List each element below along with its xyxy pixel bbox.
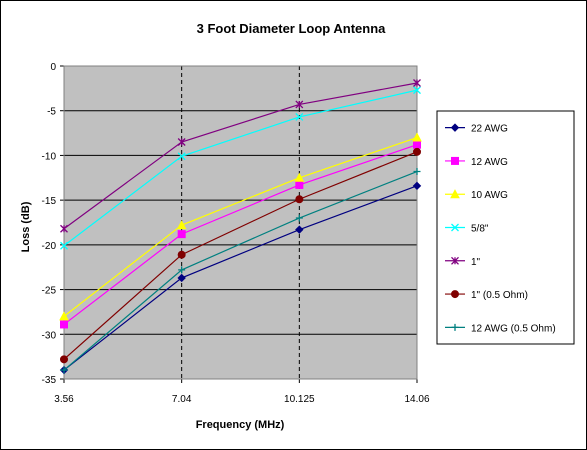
y-tick-label: -5 bbox=[47, 107, 56, 118]
legend-item: 1" bbox=[445, 257, 481, 268]
y-tick-label: -35 bbox=[42, 375, 57, 386]
data-point bbox=[295, 225, 304, 234]
series-line bbox=[63, 170, 418, 371]
legend-item: 1" (0.5 Ohm) bbox=[445, 290, 528, 301]
x-tick-label: 14.06 bbox=[404, 394, 429, 405]
data-point bbox=[60, 366, 68, 374]
legend-item: 12 AWG (0.5 Ohm) bbox=[445, 323, 556, 334]
series-line bbox=[63, 82, 418, 230]
x-tick-label: 7.04 bbox=[172, 394, 192, 405]
plot-border bbox=[63, 65, 418, 380]
y-tick-label: -30 bbox=[42, 330, 57, 341]
x-axis-label: Frequency (MHz) bbox=[196, 419, 285, 431]
series-1 bbox=[60, 140, 421, 329]
plot-area: 0 -5 -10 -15 -20 -25 -30 -35 3.56 7.04 10.125 14.06 bbox=[42, 62, 430, 405]
legend-item: 5/8" bbox=[445, 224, 489, 235]
plot-background bbox=[64, 66, 417, 379]
legend-label: 5/8" bbox=[471, 224, 489, 235]
y-tick-label: -10 bbox=[42, 151, 57, 162]
x-tick-label: 3.56 bbox=[54, 394, 74, 405]
legend-item: 22 AWG bbox=[445, 123, 508, 135]
legend-label: 10 AWG bbox=[471, 190, 508, 201]
y-tick-label: 0 bbox=[50, 62, 56, 73]
y-tick-label: -15 bbox=[42, 196, 57, 207]
data-point bbox=[295, 113, 304, 121]
legend-marker bbox=[451, 290, 459, 299]
series-2 bbox=[59, 132, 422, 321]
series-line bbox=[63, 136, 418, 317]
legend-label: 22 AWG bbox=[471, 124, 508, 135]
data-point bbox=[59, 311, 69, 321]
series-6 bbox=[60, 168, 421, 374]
data-point bbox=[60, 241, 68, 250]
data-point bbox=[295, 100, 304, 109]
series-line bbox=[63, 185, 418, 371]
legend-marker bbox=[451, 256, 459, 265]
data-point bbox=[413, 140, 421, 149]
data-point bbox=[294, 172, 305, 182]
data-point bbox=[412, 132, 422, 142]
data-point bbox=[295, 195, 304, 204]
legend-item: 12 AWG bbox=[445, 156, 508, 168]
data-point bbox=[177, 250, 186, 259]
legend-label: 12 AWG (0.5 Ohm) bbox=[471, 323, 556, 334]
data-point bbox=[178, 266, 186, 274]
data-point bbox=[412, 181, 422, 191]
legend-marker bbox=[450, 189, 460, 199]
legend-marker bbox=[451, 156, 459, 165]
series-4 bbox=[60, 79, 421, 233]
series-3 bbox=[60, 86, 421, 250]
series-line bbox=[63, 89, 418, 247]
data-point bbox=[60, 320, 68, 329]
x-tick-label: 10.125 bbox=[284, 394, 315, 405]
data-point bbox=[60, 355, 68, 364]
data-point bbox=[413, 79, 421, 87]
y-tick-label: -20 bbox=[42, 241, 57, 252]
series-line bbox=[63, 144, 418, 325]
data-point bbox=[177, 230, 186, 239]
chart-title: 3 Foot Diameter Loop Antenna bbox=[197, 21, 387, 36]
data-point bbox=[177, 138, 186, 146]
legend-label: 12 AWG bbox=[471, 157, 508, 168]
data-point bbox=[413, 147, 421, 156]
series-line bbox=[63, 151, 418, 360]
data-point bbox=[413, 168, 421, 176]
y-tick-label: -25 bbox=[42, 286, 57, 297]
legend: 22 AWG 12 AWG 10 AWG 5/8" 1" 1" (0.5 Ohm) 12 A… bbox=[436, 110, 575, 345]
legend-item: 10 AWG bbox=[445, 189, 508, 201]
legend-marker bbox=[450, 123, 460, 132]
data-point bbox=[295, 180, 304, 189]
data-point bbox=[60, 224, 68, 233]
legend-label: 1" bbox=[471, 257, 481, 268]
data-point bbox=[176, 220, 187, 230]
legend-label: 1" (0.5 Ohm) bbox=[471, 290, 528, 301]
series-5 bbox=[60, 147, 421, 364]
data-point bbox=[295, 214, 303, 222]
data-point bbox=[177, 273, 186, 283]
data-point bbox=[413, 86, 421, 95]
data-point bbox=[177, 152, 186, 161]
legend-marker bbox=[451, 323, 459, 331]
y-axis-label: Loss (dB) bbox=[20, 201, 32, 252]
legend-marker bbox=[451, 223, 459, 232]
